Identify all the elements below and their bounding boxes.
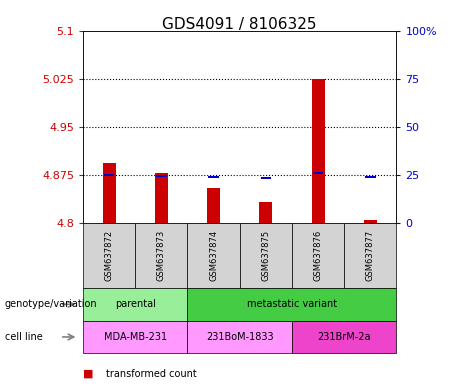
- Text: GSM637873: GSM637873: [157, 230, 166, 281]
- Text: MDA-MB-231: MDA-MB-231: [104, 332, 167, 342]
- Bar: [207, 187, 220, 223]
- Bar: [312, 79, 325, 223]
- Bar: [313, 172, 323, 174]
- Bar: [364, 220, 377, 223]
- Text: GSM637875: GSM637875: [261, 230, 270, 281]
- Text: 231BrM-2a: 231BrM-2a: [318, 332, 371, 342]
- Text: GSM637874: GSM637874: [209, 230, 218, 281]
- Text: transformed count: transformed count: [106, 369, 197, 379]
- Text: GSM637876: GSM637876: [313, 230, 323, 281]
- Text: genotype/variation: genotype/variation: [5, 299, 97, 310]
- Bar: [155, 173, 168, 223]
- Bar: [102, 163, 116, 223]
- Bar: [260, 177, 271, 179]
- Bar: [208, 175, 219, 177]
- Bar: [365, 175, 376, 177]
- Text: GSM637877: GSM637877: [366, 230, 375, 281]
- Text: metastatic variant: metastatic variant: [247, 299, 337, 310]
- Text: parental: parental: [115, 299, 156, 310]
- Bar: [259, 202, 272, 223]
- Text: ■: ■: [83, 369, 94, 379]
- Bar: [104, 174, 114, 175]
- Bar: [156, 175, 166, 177]
- Text: cell line: cell line: [5, 332, 42, 342]
- Text: 231BoM-1833: 231BoM-1833: [206, 332, 273, 342]
- Text: GSM637872: GSM637872: [105, 230, 113, 281]
- Text: GDS4091 / 8106325: GDS4091 / 8106325: [162, 17, 317, 32]
